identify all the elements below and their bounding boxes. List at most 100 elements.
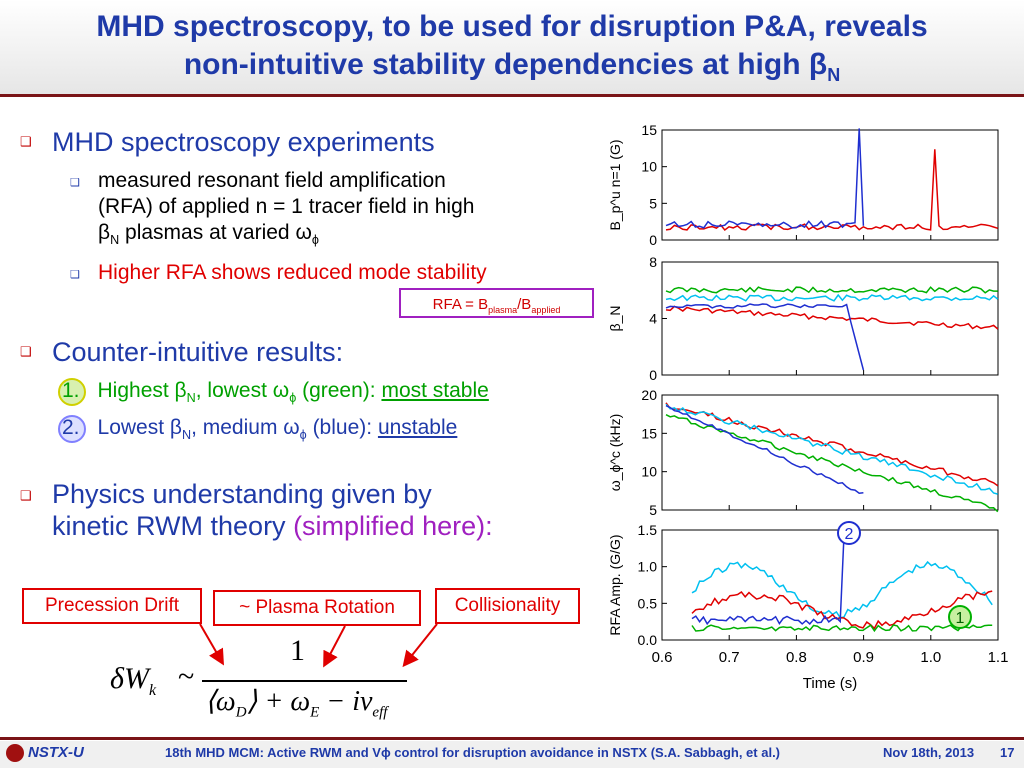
footer-date: Nov 18th, 2013 (883, 745, 975, 760)
bullet-square-icon: ❑ (20, 134, 32, 149)
result-1-c: (green): (296, 379, 382, 402)
y-tick-label: 0.5 (638, 595, 658, 611)
sub-bullet-icon: ❑ (70, 177, 80, 189)
footer-text: 18th MHD MCM: Active RWM and Vϕ control … (165, 745, 781, 760)
y-tick-label: 1.5 (638, 522, 658, 538)
series-line-red-p3 (665, 402, 999, 487)
equation-sim: ~ (178, 660, 195, 693)
title-rule (0, 94, 1024, 97)
result-1-circle (58, 378, 86, 406)
sub-bullet-1-line-1: measured resonant field amplification (98, 169, 446, 192)
beta-symbol: β (98, 221, 111, 244)
bullet-1: MHD spectroscopy experiments (52, 127, 435, 157)
result-2-sub: N (181, 428, 192, 443)
equation-d-sub: D (235, 704, 247, 721)
bullet-3-line-2a: kinetic RWM theory (52, 511, 294, 541)
panel-frame-2 (661, 261, 999, 376)
annotation-2-label: 2 (845, 526, 854, 543)
y-tick-label: 15 (641, 425, 657, 441)
y-tick-label: 5 (649, 502, 657, 518)
panel-frame-1 (661, 129, 999, 241)
result-1-d: most stable (381, 379, 489, 402)
panel-frame-4 (661, 529, 999, 641)
equation-nu: − iν (319, 686, 373, 717)
result-2-d: unstable (377, 416, 458, 439)
equation-numerator: 1 (290, 634, 305, 667)
equation-k: k (148, 682, 157, 699)
sub-bullet-1-line-2: (RFA) of applied n = 1 tracer field in h… (98, 195, 475, 218)
y-tick-label: 5 (649, 195, 657, 211)
sub-bullet-icon: ❑ (70, 269, 80, 281)
x-tick-label: 0.6 (652, 649, 673, 666)
bullet-3-line-1: Physics understanding given by (52, 479, 432, 509)
arrow-precession (199, 623, 225, 666)
y-axis-label: RFA Amp. (G/G) (607, 534, 623, 635)
result-1-sub: N (186, 391, 196, 406)
y-axis-label: ω_ϕ^c (kHz) (607, 414, 623, 491)
x-tick-label: 0.9 (853, 649, 874, 666)
rfa-text: RFA = B (432, 296, 489, 313)
result-1-a: Highest β (97, 379, 187, 402)
bullet-3-line-2: kinetic RWM theory (simplified here): (52, 510, 592, 542)
rfa-sub-plasma: plasma (488, 305, 518, 315)
collisionality-label: Collisionality (435, 588, 580, 624)
rfa-definition-box: RFA = Bplasma/Bapplied (399, 288, 594, 318)
bullet-3-line-2b: (simplified here): (293, 511, 493, 541)
annotation-1-circle (948, 605, 972, 629)
time-series-chart: 0 5 10 15 B_p^u n=1 (G) 0 4 8 β_N 5 10 15 20 ω_ϕ^c (k… (607, 122, 1009, 692)
y-tick-label: 15 (641, 122, 657, 138)
result-1-number: 1. (62, 379, 80, 402)
y-tick-label: 8 (649, 254, 657, 270)
annotation-1-label: 1 (956, 610, 965, 627)
rfa-sub-applied: applied (531, 305, 561, 315)
rwm-equation: δWk ~ 1 ⟨ωD⟩ + ωE − iνeff (110, 634, 410, 730)
result-2-circle (58, 415, 86, 443)
equation-e-sub: E (310, 704, 320, 721)
omega-sub: ϕ (311, 233, 319, 248)
title-line-2: non-intuitive stability dependencies at … (0, 46, 1024, 94)
result-2-a: Lowest β (97, 416, 182, 439)
beta-sub: N (110, 233, 120, 248)
sub-bullet-1: measured resonant field amplification (R… (98, 168, 578, 253)
result-2-c: (blue): (306, 416, 378, 439)
result-2-number: 2. (62, 416, 80, 439)
panel-frame-3 (661, 394, 999, 511)
x-tick-label: 1.0 (920, 649, 941, 666)
omega-text: plasmas at varied ω (119, 221, 312, 244)
label-arrows (199, 623, 438, 668)
series-line-blue-p4 (691, 534, 848, 626)
series-line-red-p1 (665, 149, 999, 232)
y-tick-label: 0 (649, 367, 657, 383)
equation-denominator: ⟨ωD⟩ + ωE − iνeff (205, 684, 387, 722)
x-tick-label: 1.1 (988, 649, 1009, 666)
y-tick-label: 10 (641, 159, 657, 175)
series-line-red-p2 (665, 305, 999, 330)
bullet-2: Counter-intuitive results: (52, 337, 344, 367)
sub-bullet-2: Higher RFA shows reduced mode stability (98, 261, 487, 284)
series-line-blue-p3 (665, 405, 864, 494)
slide-title: MHD spectroscopy, to be used for disrupt… (0, 8, 1024, 94)
x-tick-label: 0.7 (719, 649, 740, 666)
y-axis-label: β_N (607, 306, 623, 332)
sub-bullet-1-line-3: βN plasmas at varied ωϕ (98, 220, 578, 253)
series-line-blue-p2 (665, 303, 865, 371)
footer (0, 741, 1024, 768)
equation-lhs: δWk (110, 662, 156, 700)
fraction-bar (202, 680, 407, 682)
arrow-rotation (323, 625, 346, 668)
equation-omega-e: ⟩ + ω (246, 686, 311, 717)
precession-drift-label: Precession Drift (22, 588, 202, 624)
footer-page: 17 (1000, 745, 1015, 760)
equation-eff-sub: eff (372, 704, 388, 721)
equation-delta-w: δW (110, 662, 149, 695)
result-1: 1. Highest βN, lowest ωϕ (green): most st… (62, 378, 489, 411)
series-line-cyan-p2 (665, 293, 999, 302)
series-line-green-p3 (665, 414, 999, 513)
nstx-logo-icon (6, 744, 24, 762)
bullet-3: Physics understanding given by kinetic R… (52, 478, 592, 542)
result-2-b: , medium ω (191, 416, 300, 439)
title-line-1: MHD spectroscopy, to be used for disrupt… (96, 10, 928, 43)
bullet-square-icon: ❑ (20, 488, 32, 503)
rfa-slash: /B (517, 296, 532, 313)
series-line-red-p4 (691, 590, 993, 630)
